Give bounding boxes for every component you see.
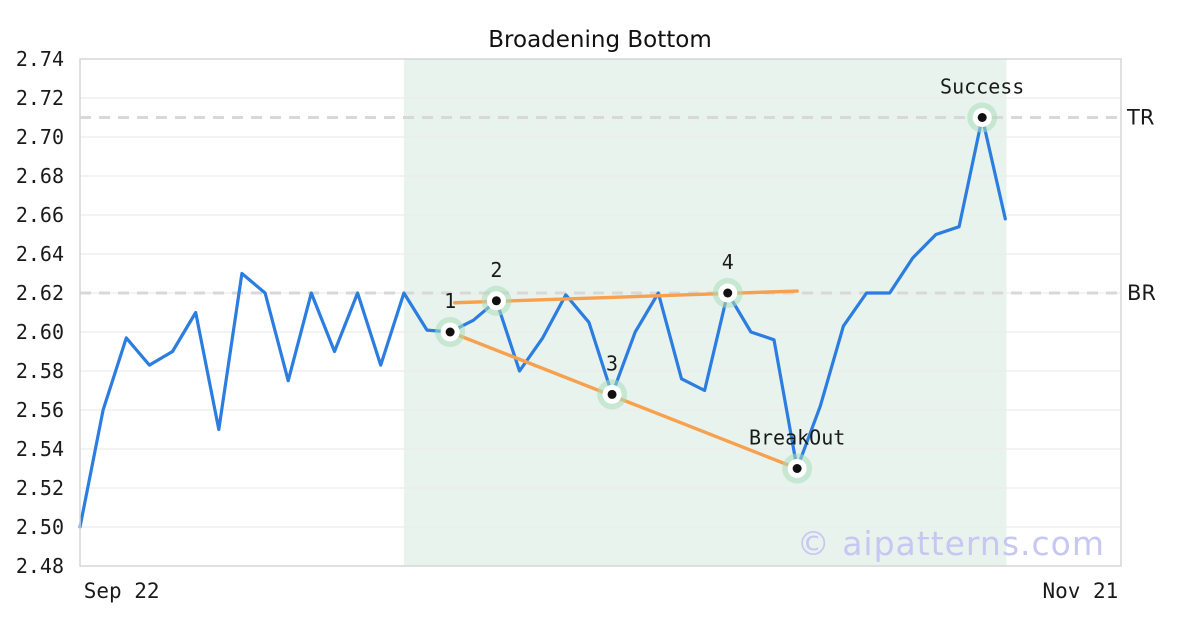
- annotation-label-breakout: BreakOut: [749, 426, 845, 450]
- marker-dot: [445, 327, 455, 337]
- y-tick-label: 2.68: [16, 164, 64, 188]
- price-line: [78, 115, 1007, 529]
- y-tick-label: 2.60: [16, 320, 64, 344]
- marker-dot: [977, 113, 987, 122]
- marker-dot: [792, 464, 802, 473]
- marker-dot: [491, 296, 501, 306]
- annotation-label-4: 4: [722, 250, 734, 274]
- y-tick-label: 2.56: [16, 398, 64, 422]
- x-tick-label: Sep 22: [84, 579, 160, 603]
- chart-title: Broadening Bottom: [488, 27, 712, 53]
- y-tick-label: 2.58: [16, 359, 64, 383]
- marker-dot: [723, 288, 733, 298]
- plot-frame: [79, 58, 1122, 567]
- y-tick-label: 2.52: [16, 476, 64, 500]
- x-tick-label: Nov 21: [1042, 579, 1118, 603]
- level-label-tr: TR: [1126, 106, 1154, 130]
- y-tick-label: 2.64: [16, 242, 64, 266]
- annotation-label-1: 1: [444, 289, 456, 313]
- annotation-label-2: 2: [490, 258, 502, 282]
- y-tick-label: 2.62: [16, 281, 64, 305]
- y-tick-label: 2.50: [16, 515, 64, 539]
- y-tick-label: 2.48: [16, 554, 64, 578]
- y-tick-label: 2.54: [16, 437, 64, 461]
- annotation-label-3: 3: [606, 351, 618, 375]
- marker-dot: [607, 389, 617, 399]
- y-tick-label: 2.70: [16, 125, 64, 149]
- y-tick-label: 2.72: [16, 86, 64, 110]
- watermark: © aipatterns.com: [796, 524, 1105, 563]
- level-label-br: BR: [1127, 281, 1156, 305]
- y-tick-label: 2.66: [16, 203, 64, 227]
- annotation-label-success: Success: [940, 75, 1024, 99]
- y-tick-label: 2.74: [16, 47, 64, 71]
